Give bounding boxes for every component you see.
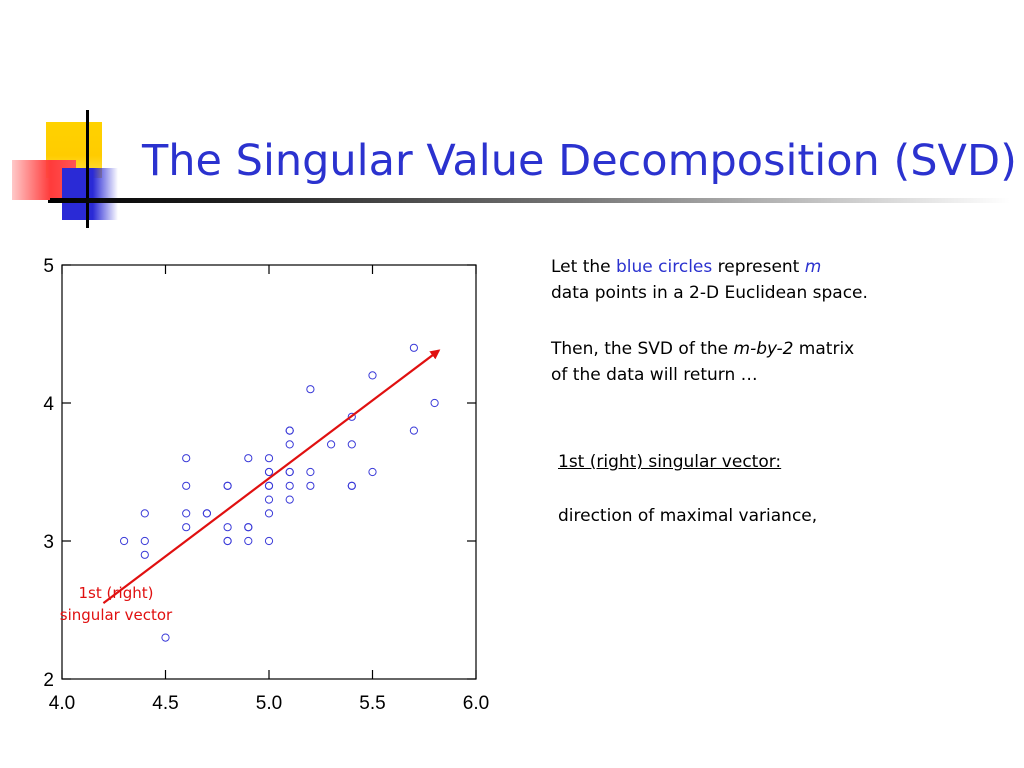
arrow-label: 1st (right) singular vector: [40, 582, 192, 626]
data-point: [409, 343, 418, 352]
data-point: [264, 467, 274, 477]
data-point: [264, 481, 274, 490]
intro-text-c: represent: [712, 257, 805, 277]
intro-line-2: data points in a 2-D Euclidean space.: [551, 283, 868, 303]
data-point: [161, 633, 170, 642]
data-point: [140, 536, 149, 546]
data-point: [368, 467, 377, 477]
svd-text-a: Then, the SVD of the: [551, 339, 734, 359]
svd-paragraph: Then, the SVD of the m-by-2 matrix of th…: [551, 336, 854, 388]
singular-vector-arrow: [102, 349, 441, 604]
data-point: [244, 523, 253, 532]
data-point: [223, 481, 232, 490]
blue-circles-text: blue circles: [616, 257, 713, 277]
svd-line-2: of the data will return …: [551, 365, 758, 385]
x-tick-label: 6.0: [463, 693, 489, 714]
vector-heading: 1st (right) singular vector:: [558, 452, 782, 472]
data-point: [223, 536, 232, 546]
data-point: [264, 509, 274, 518]
intro-paragraph: Let the blue circles represent m data po…: [551, 254, 868, 306]
data-point: [182, 454, 191, 463]
data-point: [285, 440, 294, 449]
logo-blue-square: [62, 168, 118, 220]
data-point: [306, 481, 315, 490]
data-point: [285, 467, 294, 477]
data-point: [285, 426, 294, 435]
data-point: [244, 536, 253, 546]
m-by-2-text: m-by-2: [733, 339, 794, 359]
axis-tick-labels: 4.0 4.5 5.0 5.5 6.0 2 3 4 5: [43, 256, 489, 714]
intro-line-1: Let the blue circles represent m: [551, 254, 868, 280]
svd-text-c: matrix: [793, 339, 855, 359]
data-point: [327, 440, 336, 449]
data-point: [202, 509, 211, 518]
data-point: [264, 536, 274, 546]
data-point: [306, 467, 315, 477]
intro-text-a: Let the: [551, 257, 617, 277]
logo-vertical-line: [86, 110, 89, 228]
data-point: [244, 454, 253, 463]
data-point: [264, 454, 274, 463]
x-tick-label: 4.5: [152, 693, 178, 714]
vector-description: direction of maximal variance,: [558, 506, 818, 526]
y-tick-label: 2: [43, 670, 54, 691]
x-tick-label: 4.0: [49, 693, 75, 714]
y-tick-label: 3: [43, 532, 54, 553]
slide-title: The Singular Value Decomposition (SVD): [142, 136, 1017, 186]
data-point: [347, 440, 356, 449]
arrow-label-line1: 1st (right): [78, 584, 154, 602]
y-tick-label: 4: [43, 394, 54, 415]
x-tick-label: 5.0: [256, 693, 282, 714]
title-underline-rule: [50, 198, 1010, 203]
data-point: [223, 523, 232, 532]
data-point: [182, 481, 191, 490]
data-point: [306, 385, 315, 394]
svd-line-1: Then, the SVD of the m-by-2 matrix: [551, 336, 854, 362]
data-point: [430, 398, 439, 408]
data-point: [182, 509, 191, 518]
data-point: [409, 426, 418, 435]
y-tick-label: 5: [43, 256, 54, 277]
data-points: [120, 343, 439, 642]
data-point: [140, 509, 149, 518]
data-point: [140, 550, 149, 559]
data-point: [347, 481, 356, 490]
data-point: [285, 495, 294, 504]
data-point: [347, 412, 356, 421]
axis-ticks: [61, 264, 477, 680]
data-point: [285, 481, 294, 490]
data-point: [368, 371, 377, 380]
data-point: [264, 495, 274, 504]
arrow-label-line2: singular vector: [59, 606, 173, 624]
data-point: [120, 536, 129, 546]
data-point: [182, 523, 191, 532]
m-variable: m: [804, 257, 822, 277]
x-tick-label: 5.5: [359, 693, 385, 714]
